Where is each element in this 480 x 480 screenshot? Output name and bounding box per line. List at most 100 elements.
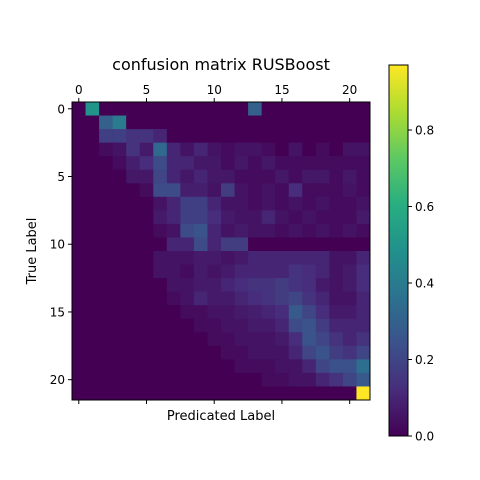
- heatmap-cell: [126, 386, 141, 401]
- heatmap-cell: [139, 237, 154, 252]
- heatmap-cell: [329, 251, 344, 266]
- heatmap-cell: [261, 291, 276, 306]
- heatmap-cell: [302, 305, 317, 320]
- heatmap-cell: [207, 142, 222, 157]
- heatmap-cell: [153, 251, 168, 266]
- heatmap-cell: [166, 223, 181, 238]
- heatmap-cell: [342, 210, 357, 225]
- heatmap-cell: [153, 183, 168, 198]
- heatmap-cell: [221, 210, 236, 225]
- heatmap-cell: [207, 115, 222, 130]
- heatmap-cell: [342, 156, 357, 171]
- heatmap-cell: [248, 142, 263, 157]
- heatmap-cell: [302, 169, 317, 184]
- heatmap-cell: [139, 332, 154, 347]
- heatmap-cell: [139, 372, 154, 387]
- heatmap-cell: [302, 291, 317, 306]
- heatmap-cell: [166, 318, 181, 333]
- heatmap-cell: [302, 264, 317, 279]
- heatmap-cell: [234, 305, 249, 320]
- heatmap-cell: [234, 156, 249, 171]
- heatmap-cell: [99, 115, 114, 130]
- heatmap-cell: [342, 223, 357, 238]
- heatmap-cell: [166, 169, 181, 184]
- heatmap-cell: [153, 305, 168, 320]
- heatmap-cell: [193, 278, 208, 293]
- heatmap-cell: [153, 291, 168, 306]
- heatmap-cell: [261, 251, 276, 266]
- heatmap-cell: [180, 223, 195, 238]
- heatmap-cell: [139, 251, 154, 266]
- heatmap-cell: [342, 251, 357, 266]
- heatmap-cell: [112, 142, 127, 157]
- heatmap-cell: [234, 264, 249, 279]
- heatmap-cell: [99, 345, 114, 360]
- heatmap-cell: [275, 210, 290, 225]
- heatmap-cell: [342, 115, 357, 130]
- heatmap-cell: [166, 115, 181, 130]
- heatmap-cell: [85, 115, 100, 130]
- heatmap-cell: [261, 237, 276, 252]
- heatmap-cell: [302, 115, 317, 130]
- heatmap-cell: [139, 129, 154, 144]
- heatmap-cell: [288, 264, 303, 279]
- heatmap-cell: [329, 332, 344, 347]
- heatmap-cell: [248, 372, 263, 387]
- heatmap-cell: [221, 264, 236, 279]
- heatmap-cell: [85, 129, 100, 144]
- heatmap-cell: [234, 318, 249, 333]
- heatmap-cell: [126, 142, 141, 157]
- heatmap-cell: [126, 264, 141, 279]
- heatmap-cell: [288, 291, 303, 306]
- heatmap-cell: [288, 372, 303, 387]
- heatmap-cell: [139, 196, 154, 211]
- heatmap-cell: [234, 237, 249, 252]
- heatmap-cell: [288, 129, 303, 144]
- y-tick-label: 15: [50, 305, 65, 319]
- heatmap-cell: [302, 318, 317, 333]
- heatmap-cell: [112, 305, 127, 320]
- heatmap-cell: [356, 142, 371, 157]
- heatmap-cell: [275, 183, 290, 198]
- heatmap-cell: [261, 345, 276, 360]
- heatmap-cell: [153, 237, 168, 252]
- heatmap-cell: [221, 251, 236, 266]
- heatmap-cell: [315, 142, 330, 157]
- heatmap-cell: [261, 264, 276, 279]
- heatmap-cell: [356, 332, 371, 347]
- heatmap-cell: [207, 345, 222, 360]
- heatmap-cell: [315, 251, 330, 266]
- heatmap-cell: [329, 386, 344, 401]
- heatmap-cell: [126, 183, 141, 198]
- heatmap-cell: [72, 291, 87, 306]
- heatmap-cell: [207, 102, 222, 117]
- heatmap-cell: [85, 223, 100, 238]
- heatmap-cell: [302, 251, 317, 266]
- heatmap-cell: [207, 305, 222, 320]
- heatmap-cell: [126, 129, 141, 144]
- heatmap-cell: [72, 129, 87, 144]
- heatmap-cell: [234, 115, 249, 130]
- heatmap-cell: [72, 372, 87, 387]
- y-tick-label: 5: [57, 170, 65, 184]
- heatmap-cell: [315, 183, 330, 198]
- heatmap-cell: [193, 264, 208, 279]
- heatmap-cell: [139, 102, 154, 117]
- heatmap-cell: [248, 196, 263, 211]
- heatmap-cell: [342, 129, 357, 144]
- heatmap-cell: [342, 264, 357, 279]
- heatmap-cell: [180, 142, 195, 157]
- heatmap-cell: [85, 278, 100, 293]
- heatmap-cell: [72, 102, 87, 117]
- heatmap-cell: [275, 102, 290, 117]
- heatmap-cell: [261, 210, 276, 225]
- heatmap-cell: [207, 169, 222, 184]
- heatmap-cell: [221, 345, 236, 360]
- heatmap-cell: [207, 359, 222, 374]
- heatmap-cell: [356, 305, 371, 320]
- heatmap-cell: [85, 305, 100, 320]
- heatmap-cell: [329, 264, 344, 279]
- heatmap-cell: [356, 102, 371, 117]
- heatmap-cell: [221, 332, 236, 347]
- heatmap-cell: [302, 183, 317, 198]
